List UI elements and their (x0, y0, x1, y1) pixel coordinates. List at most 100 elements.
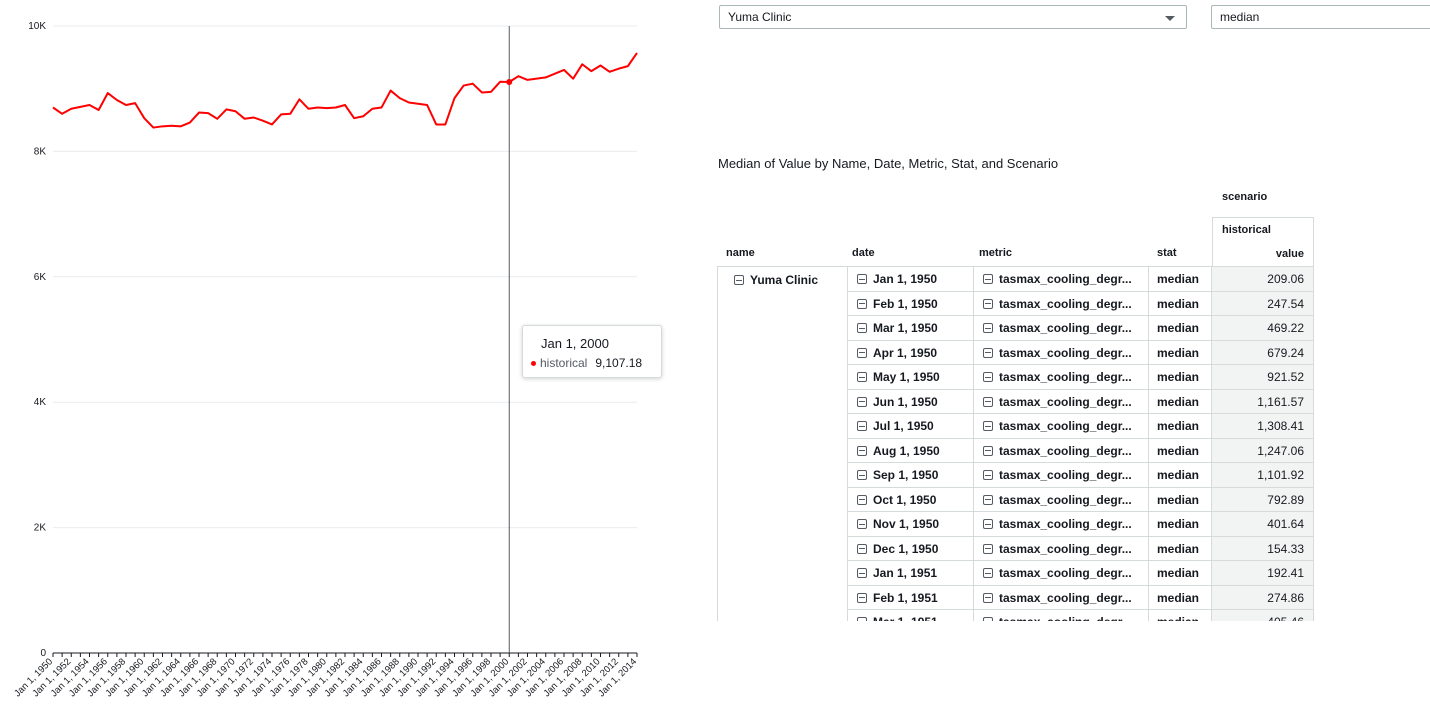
table-row[interactable]: Jan 1, 1951 tasmax_cooling_degr... median 1… (848, 560, 1315, 585)
collapse-icon[interactable] (983, 323, 993, 333)
stat-cell[interactable]: median (1149, 609, 1212, 621)
metric-cell[interactable]: tasmax_cooling_degr... (974, 609, 1149, 621)
collapse-icon[interactable] (983, 445, 993, 456)
name-cell[interactable]: Yuma Clinic (717, 266, 848, 621)
stat-dropdown[interactable]: median (1211, 5, 1430, 29)
pivot-table[interactable]: Yuma Clinic Jan 1, 1950 tasmax_cooling_de… (717, 266, 1430, 621)
value-cell[interactable]: 154.33 (1212, 535, 1314, 560)
value-header[interactable]: value (1212, 241, 1314, 266)
value-cell[interactable]: 921.52 (1212, 364, 1314, 389)
metric-cell[interactable]: tasmax_cooling_degr... (974, 290, 1149, 315)
date-cell[interactable]: Sep 1, 1950 (848, 462, 974, 487)
collapse-icon[interactable] (983, 470, 993, 480)
table-row[interactable]: Nov 1, 1950 tasmax_cooling_degr... median 4… (848, 511, 1315, 536)
stat-cell[interactable]: median (1149, 266, 1212, 291)
metric-cell[interactable]: tasmax_cooling_degr... (974, 413, 1149, 438)
collapse-icon[interactable] (734, 275, 744, 285)
table-row[interactable]: Mar 1, 1950 tasmax_cooling_degr... median 4… (848, 315, 1315, 340)
metric-cell[interactable]: tasmax_cooling_degr... (974, 339, 1149, 364)
date-cell[interactable]: Mar 1, 1951 (848, 609, 974, 621)
date-cell[interactable]: Jun 1, 1950 (848, 388, 974, 413)
collapse-icon[interactable] (857, 298, 867, 309)
metric-cell[interactable]: tasmax_cooling_degr... (974, 486, 1149, 511)
collapse-icon[interactable] (983, 347, 993, 358)
metric-cell[interactable]: tasmax_cooling_degr... (974, 560, 1149, 585)
stat-cell[interactable]: median (1149, 511, 1212, 536)
value-cell[interactable]: 274.86 (1212, 584, 1314, 609)
date-cell[interactable]: Feb 1, 1951 (848, 584, 974, 609)
collapse-icon[interactable] (857, 519, 867, 529)
date-cell[interactable]: Oct 1, 1950 (848, 486, 974, 511)
date-cell[interactable]: Mar 1, 1950 (848, 315, 974, 340)
collapse-icon[interactable] (857, 543, 867, 554)
collapse-icon[interactable] (983, 274, 993, 284)
metric-cell[interactable]: tasmax_cooling_degr... (974, 511, 1149, 536)
value-cell[interactable]: 679.24 (1212, 339, 1314, 364)
metric-cell[interactable]: tasmax_cooling_degr... (974, 584, 1149, 609)
collapse-icon[interactable] (983, 298, 993, 309)
table-row[interactable]: Aug 1, 1950 tasmax_cooling_degr... median 1… (848, 437, 1315, 462)
stat-cell[interactable]: median (1149, 388, 1212, 413)
value-cell[interactable]: 209.06 (1212, 266, 1314, 291)
metric-cell[interactable]: tasmax_cooling_degr... (974, 535, 1149, 560)
date-cell[interactable]: Jan 1, 1951 (848, 560, 974, 585)
collapse-icon[interactable] (857, 568, 867, 578)
collapse-icon[interactable] (857, 494, 867, 505)
metric-column-header[interactable]: metric (979, 247, 1013, 259)
value-cell[interactable]: 792.89 (1212, 486, 1314, 511)
stat-cell[interactable]: median (1149, 290, 1212, 315)
collapse-icon[interactable] (983, 372, 993, 382)
date-cell[interactable]: Apr 1, 1950 (848, 339, 974, 364)
collapse-icon[interactable] (983, 519, 993, 529)
date-cell[interactable]: Jul 1, 1950 (848, 413, 974, 438)
collapse-icon[interactable] (983, 421, 993, 431)
date-cell[interactable]: Jan 1, 1950 (848, 266, 974, 291)
table-row[interactable]: Jul 1, 1950 tasmax_cooling_degr... median 1… (848, 413, 1315, 438)
table-row[interactable]: Oct 1, 1950 tasmax_cooling_degr... median 7… (848, 486, 1315, 511)
date-cell[interactable]: Dec 1, 1950 (848, 535, 974, 560)
value-cell[interactable]: 192.41 (1212, 560, 1314, 585)
collapse-icon[interactable] (983, 396, 993, 407)
collapse-icon[interactable] (857, 274, 867, 284)
name-dropdown[interactable]: Yuma Clinic (719, 5, 1187, 29)
value-cell[interactable]: 469.22 (1212, 315, 1314, 340)
table-row[interactable]: Mar 1, 1951 tasmax_cooling_degr... median 4… (848, 609, 1315, 621)
value-cell[interactable]: 1,161.57 (1212, 388, 1314, 413)
value-cell[interactable]: 1,101.92 (1212, 462, 1314, 487)
table-row[interactable]: Jun 1, 1950 tasmax_cooling_degr... median 1… (848, 388, 1315, 413)
collapse-icon[interactable] (857, 372, 867, 382)
stat-cell[interactable]: median (1149, 364, 1212, 389)
collapse-icon[interactable] (857, 347, 867, 358)
value-cell[interactable]: 405.46 (1212, 609, 1314, 621)
collapse-icon[interactable] (983, 617, 993, 621)
collapse-icon[interactable] (857, 470, 867, 480)
series-line-historical[interactable] (52, 52, 638, 129)
table-row[interactable]: Sep 1, 1950 tasmax_cooling_degr... median 1… (848, 462, 1315, 487)
collapse-icon[interactable] (983, 543, 993, 554)
table-row[interactable]: Jan 1, 1950 tasmax_cooling_degr... median 2… (848, 266, 1315, 291)
stat-cell[interactable]: median (1149, 413, 1212, 438)
table-row[interactable]: Feb 1, 1950 tasmax_cooling_degr... median 2… (848, 290, 1315, 315)
date-cell[interactable]: Feb 1, 1950 (848, 290, 974, 315)
metric-cell[interactable]: tasmax_cooling_degr... (974, 364, 1149, 389)
date-cell[interactable]: Nov 1, 1950 (848, 511, 974, 536)
date-cell[interactable]: Aug 1, 1950 (848, 437, 974, 462)
stat-cell[interactable]: median (1149, 437, 1212, 462)
collapse-icon[interactable] (857, 592, 867, 603)
value-cell[interactable]: 247.54 (1212, 290, 1314, 315)
stat-cell[interactable]: median (1149, 339, 1212, 364)
stat-cell[interactable]: median (1149, 486, 1212, 511)
collapse-icon[interactable] (857, 445, 867, 456)
collapse-icon[interactable] (983, 494, 993, 505)
collapse-icon[interactable] (857, 396, 867, 407)
stat-cell[interactable]: median (1149, 315, 1212, 340)
stat-column-header[interactable]: stat (1157, 247, 1177, 259)
table-row[interactable]: May 1, 1950 tasmax_cooling_degr... median 9… (848, 364, 1315, 389)
collapse-icon[interactable] (983, 568, 993, 578)
collapse-icon[interactable] (857, 323, 867, 333)
date-cell[interactable]: May 1, 1950 (848, 364, 974, 389)
metric-cell[interactable]: tasmax_cooling_degr... (974, 266, 1149, 291)
collapse-icon[interactable] (857, 617, 867, 621)
table-row[interactable]: Apr 1, 1950 tasmax_cooling_degr... median 6… (848, 339, 1315, 364)
